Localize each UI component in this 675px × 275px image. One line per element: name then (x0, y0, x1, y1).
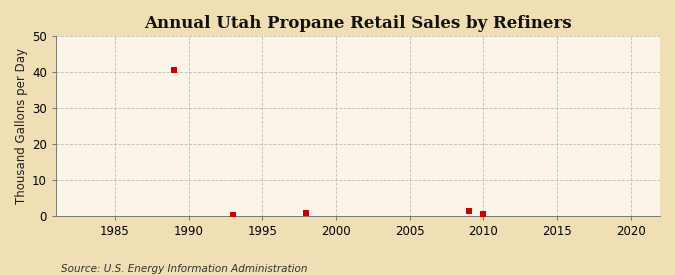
Text: Source: U.S. Energy Information Administration: Source: U.S. Energy Information Administ… (61, 264, 307, 274)
Point (478, 212, 489, 216)
Point (169, 68, 180, 72)
Point (463, 209, 474, 213)
Y-axis label: Thousand Gallons per Day: Thousand Gallons per Day (15, 48, 28, 204)
Point (301, 211, 312, 215)
Title: Annual Utah Propane Retail Sales by Refiners: Annual Utah Propane Retail Sales by Refi… (144, 15, 572, 32)
Point (227, 213, 238, 218)
